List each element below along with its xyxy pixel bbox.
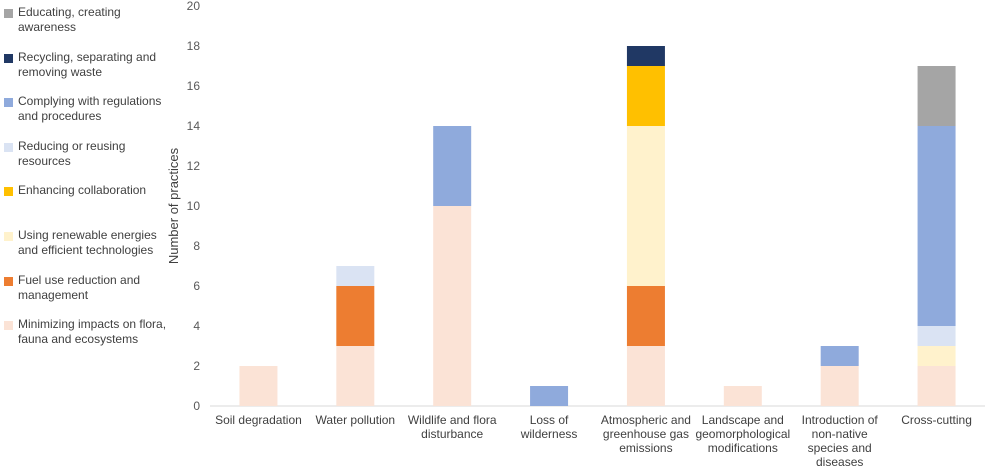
bar-atmospheric-and-greenhouse-gas-emissions-minimizing-impacts-on-flora-fauna-and-ecosystems [626, 346, 665, 406]
x-tick-label: geomorphological [695, 427, 790, 441]
x-tick-label: disturbance [421, 427, 483, 441]
bar-loss-of-wilderness-complying-with-regulations-and-procedures [530, 386, 569, 406]
legend-label-line: management [18, 287, 89, 302]
bar-water-pollution-minimizing-impacts-on-flora-fauna-and-ecosystems [336, 346, 375, 406]
bar-cross-cutting-minimizing-impacts-on-flora-fauna-and-ecosystems [917, 366, 956, 406]
y-tick-label: 16 [187, 79, 201, 93]
legend-label: Reducing or reusing resources [18, 139, 168, 169]
bar-cross-cutting-using-renewable-energies-and-efficient-technologies [917, 346, 956, 366]
bar-wildlife-and-flora-disturbance-complying-with-regulations-and-procedures [433, 126, 472, 206]
legend-label-line: Minimizing impacts on flora, [18, 317, 167, 332]
legend-label: Fuel use reduction and management [18, 273, 168, 303]
legend-label: Using renewable energies and efficient te… [18, 228, 168, 258]
y-tick-label: 12 [187, 159, 201, 173]
bar-soil-degradation-minimizing-impacts-on-flora-fauna-and-ecosystems [239, 366, 278, 406]
legend-label-line: Fuel use reduction and [18, 272, 141, 287]
legend-swatch [4, 276, 13, 286]
bar-atmospheric-and-greenhouse-gas-emissions-enhancing-collaboration [626, 66, 665, 126]
legend-swatch [4, 9, 13, 18]
y-axis-ticks: 0 2 4 6 8 10 12 14 16 18 20 [187, 0, 201, 413]
legend-label: Complying with regulations and procedures [18, 94, 168, 124]
x-tick-label: Soil degradation [215, 413, 302, 427]
legend-swatch [4, 53, 13, 63]
legend-label-line: Complying with regulations [18, 94, 162, 109]
x-tick-label: Water pollution [316, 413, 396, 427]
legend-swatch [4, 321, 13, 331]
bar-introduction-of-non-native-species-and-diseases-minimizing-impacts-on-flora-fauna-and-ecosystems [820, 366, 859, 406]
legend-swatch [4, 98, 13, 108]
bar-cross-cutting-complying-with-regulations-and-procedures [917, 126, 956, 326]
legend-label-line: and procedures [18, 109, 102, 124]
legend-label-line: awareness [18, 20, 77, 34]
legend-label: Recycling, separating and removing waste [18, 50, 168, 80]
legend-label-line: resources [18, 153, 71, 168]
x-tick-label: species and [808, 441, 872, 455]
legend-swatch [4, 187, 13, 197]
x-tick-label: greenhouse gas [603, 427, 689, 441]
legend-swatch [4, 232, 13, 241]
bar-water-pollution-fuel-use-reduction-and-management [336, 286, 375, 346]
x-tick-label: wilderness [520, 427, 578, 441]
x-tick-label: Landscape and [702, 413, 784, 427]
bar-atmospheric-and-greenhouse-gas-emissions-fuel-use-reduction-and-management [626, 286, 665, 346]
y-tick-label: 6 [193, 279, 200, 293]
bar-wildlife-and-flora-disturbance-minimizing-impacts-on-flora-fauna-and-ecosystems [433, 206, 472, 406]
y-tick-label: 20 [187, 0, 201, 13]
x-tick-label: modifications [708, 441, 778, 455]
y-axis-title: Number of practices [166, 147, 181, 264]
legend-label: Educating, creating awareness [18, 5, 168, 35]
legend-label-line: and efficient technologies [18, 243, 154, 257]
x-tick-label: Cross-cutting [901, 413, 972, 427]
legend-label-line: Recycling, separating and [18, 49, 157, 64]
bar-water-pollution-reducing-or-reusing-resources [336, 266, 375, 286]
legend-label-line: Reducing or reusing [18, 138, 126, 153]
y-tick-label: 0 [193, 399, 200, 413]
legend-label-line: Educating, creating [18, 5, 121, 19]
legend-label-line: Using renewable energies [18, 228, 157, 242]
legend-label-line: removing waste [18, 64, 103, 79]
y-tick-label: 14 [187, 119, 201, 133]
x-tick-label: Loss of [530, 413, 569, 427]
y-tick-label: 10 [187, 199, 201, 213]
x-tick-label: Atmospheric and [601, 413, 691, 427]
x-tick-label: emissions [619, 441, 672, 455]
y-tick-label: 2 [193, 359, 200, 373]
legend-label-line: Enhancing collaboration [18, 183, 147, 198]
bar-atmospheric-and-greenhouse-gas-emissions-using-renewable-energies-and-efficient-technologies [626, 126, 665, 286]
bars [239, 46, 956, 406]
bar-introduction-of-non-native-species-and-diseases-complying-with-regulations-and-procedures [820, 346, 859, 366]
legend-label: Enhancing collaboration [18, 183, 168, 198]
y-tick-label: 4 [193, 319, 200, 333]
legend-label-line: fauna and ecosystems [18, 332, 139, 347]
y-tick-label: 18 [187, 39, 201, 53]
x-tick-label: Wildlife and flora [408, 413, 497, 427]
x-tick-label: non-native [812, 427, 868, 441]
x-axis-labels: Soil degradation Water pollution Wildlife … [215, 413, 972, 467]
bar-cross-cutting-reducing-or-reusing-resources [917, 326, 956, 346]
legend-label: Minimizing impacts on flora, fauna and ec… [18, 317, 168, 347]
bar-atmospheric-and-greenhouse-gas-emissions-recycling-separating-and-removing-waste [626, 46, 665, 66]
bar-landscape-and-geomorphological-modifications-minimizing-impacts-on-flora-fauna-and-ecosystems [723, 386, 762, 406]
x-tick-label: diseases [816, 455, 863, 467]
bar-cross-cutting-educating-creating-awareness [917, 66, 956, 126]
legend-swatch [4, 142, 13, 152]
y-tick-label: 8 [193, 239, 200, 253]
x-tick-label: Introduction of [802, 413, 879, 427]
